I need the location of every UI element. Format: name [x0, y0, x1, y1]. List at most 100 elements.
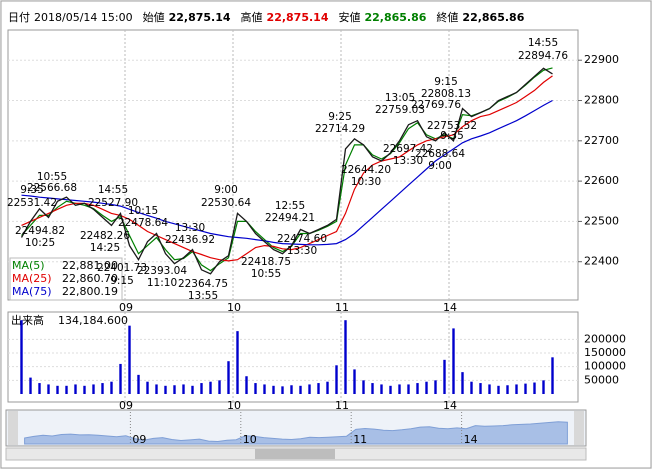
volume-bar [362, 380, 365, 394]
header-value: 22,865.86 [364, 11, 426, 24]
y-tick-label: 22400 [584, 255, 619, 268]
annotation-time: 13:55 [188, 290, 218, 302]
annotation-price: 22401.73 [97, 262, 147, 274]
volume-bar [290, 385, 293, 394]
volume-bar [434, 380, 437, 394]
legend-label: MA(25) [12, 272, 52, 285]
volume-bar [218, 380, 221, 394]
volume-bar [515, 384, 518, 394]
volume-bar [83, 385, 86, 394]
volume-bar [425, 381, 428, 394]
header-label: 日付 [8, 11, 30, 24]
x-tick-label: 09 [119, 399, 133, 412]
y-tick-label: 22700 [584, 134, 619, 147]
header-label: 終値 [436, 10, 458, 24]
volume-bar [20, 320, 23, 394]
legend-label: MA(75) [12, 285, 52, 298]
volume-bar [254, 383, 257, 394]
navigator-area [24, 421, 568, 445]
header-label: 高値 [241, 10, 263, 24]
volume-bar [398, 384, 401, 394]
annotation-time: 10:55 [37, 171, 67, 183]
annotation-price: 22436.92 [165, 234, 215, 246]
x-tick-label: 10 [227, 399, 241, 412]
annotation-time: 13:05 [385, 92, 415, 104]
y-tick-label: 22600 [584, 174, 619, 187]
volume-bar [128, 325, 131, 394]
volume-bar [380, 384, 383, 394]
annotation-time: 14:55 [98, 184, 128, 196]
annotation-price: 22527.90 [88, 197, 138, 209]
annotation-time: 9:00 [428, 160, 452, 172]
annotation-time: 14:55 [528, 37, 558, 49]
ma-line [21, 99, 553, 246]
volume-bar [542, 380, 545, 394]
volume-last: 134,184.600 [58, 314, 128, 327]
volume-bar [353, 369, 356, 394]
volume-bar [245, 376, 248, 394]
legend-value: 22,860.70 [62, 272, 118, 285]
volume-bar [533, 382, 536, 394]
volume-bar [227, 361, 230, 394]
volume-bar [146, 381, 149, 394]
annotation-time: 9:25 [328, 111, 352, 123]
annotation-time: 14:25 [90, 242, 120, 254]
volume-bar [488, 384, 491, 394]
nav-label: 10 [243, 433, 257, 446]
volume-bar [101, 383, 104, 394]
legend-label: MA(5) [12, 259, 45, 272]
annotation-time: 9:15 [434, 76, 458, 88]
annotation-time: 9:15 [110, 275, 134, 287]
annotation-price: 22688.64 [415, 148, 465, 160]
volume-bar [38, 383, 41, 394]
volume-bar [326, 381, 329, 394]
nav-right-button[interactable] [574, 411, 584, 445]
annotation-price: 22753.52 [427, 120, 477, 132]
header-value: 22,875.14 [267, 11, 329, 24]
header-value: 22,865.86 [462, 11, 524, 24]
annotation-price: 22644.20 [341, 164, 391, 176]
scroll-thumb[interactable] [255, 449, 335, 459]
volume-bar [551, 357, 554, 394]
nav-left-button[interactable] [8, 411, 18, 445]
nav-label: 09 [132, 433, 146, 446]
annotation-price: 22759.03 [375, 104, 425, 116]
y-tick-label: 22500 [584, 214, 619, 227]
nav-label: 14 [464, 433, 478, 446]
volume-bar [479, 383, 482, 394]
volume-bar [236, 331, 239, 394]
annotation-price: 22482.26 [80, 230, 130, 242]
annotation-price: 22530.64 [201, 197, 251, 209]
volume-bar [461, 372, 464, 394]
volume-bar [416, 383, 419, 394]
volume-bar [74, 384, 77, 394]
annotation-time: 9:35 [20, 184, 44, 196]
volume-bar [344, 320, 347, 394]
volume-bar [119, 363, 122, 394]
header-label: 安値 [338, 10, 360, 24]
annotation-price: 22364.75 [178, 278, 228, 290]
volume-bar [281, 386, 284, 394]
annotation-time: 11:10 [147, 277, 177, 289]
volume-bar [470, 381, 473, 394]
volume-bar [308, 384, 311, 394]
volume-bar [191, 385, 194, 394]
header-value: 2018/05/14 15:00 [34, 11, 133, 24]
annotation-price: 22808.13 [421, 88, 471, 100]
annotation-time: 9:00 [214, 184, 238, 196]
annotation-price: 22494.82 [15, 225, 65, 237]
y-tick-label: 150000 [584, 346, 626, 359]
y-tick-label: 22900 [584, 53, 619, 66]
annotation-price: 22418.75 [241, 256, 291, 268]
volume-bar [506, 385, 509, 394]
volume-bar [443, 359, 446, 394]
volume-bar [317, 383, 320, 394]
legend-value: 22,881.00 [62, 259, 118, 272]
volume-bar [164, 385, 167, 394]
volume-bar [182, 384, 185, 394]
annotation-price: 22474.60 [277, 233, 327, 245]
volume-bar [110, 381, 113, 394]
y-tick-label: 200000 [584, 332, 626, 345]
annotation-price: 22531.42 [7, 197, 57, 209]
